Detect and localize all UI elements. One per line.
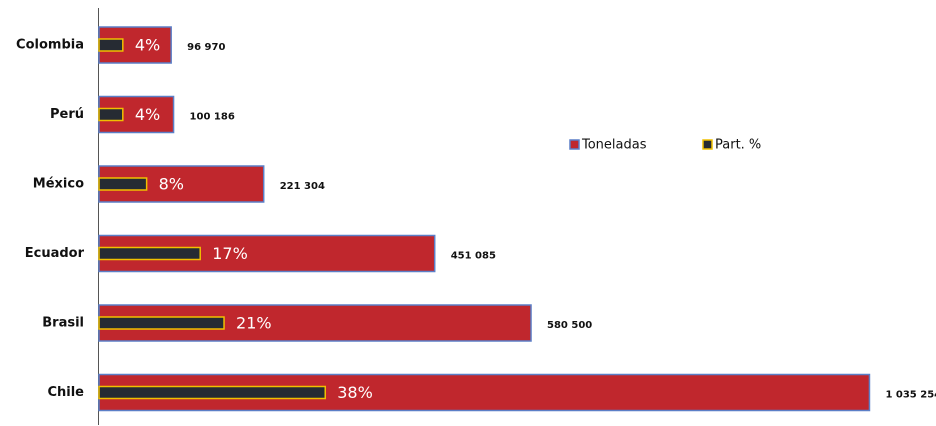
category-label: México — [33, 177, 84, 192]
value-label: 96 970 — [187, 42, 225, 53]
legend-swatch — [702, 139, 713, 150]
bar — [98, 38, 124, 52]
value-label: 38% — [337, 383, 373, 402]
value-label: 1 035 254 — [885, 390, 936, 401]
value-label: 221 304 — [280, 181, 325, 192]
category-label: Brasil — [42, 316, 84, 331]
legend-swatch — [569, 139, 580, 150]
category-label: Colombia — [16, 38, 84, 53]
category-label: Perú — [50, 107, 84, 122]
value-label: 21% — [236, 314, 272, 333]
value-label: 580 500 — [547, 320, 592, 331]
legend-label: Part. % — [715, 138, 761, 153]
bar — [98, 385, 326, 400]
bar — [98, 177, 148, 191]
bar — [98, 246, 201, 261]
bar — [98, 316, 225, 330]
value-label: 4% — [135, 105, 160, 124]
value-label: 100 186 — [190, 112, 235, 123]
value-label: 451 085 — [451, 251, 496, 262]
bar — [98, 26, 172, 64]
category-label: Chile — [47, 385, 84, 400]
value-label: 8% — [159, 175, 184, 194]
value-label: 4% — [135, 36, 160, 55]
category-label: Ecuador — [25, 246, 85, 261]
value-label: 17% — [212, 244, 248, 263]
bar — [98, 107, 124, 122]
legend-label: Toneladas — [581, 138, 647, 153]
